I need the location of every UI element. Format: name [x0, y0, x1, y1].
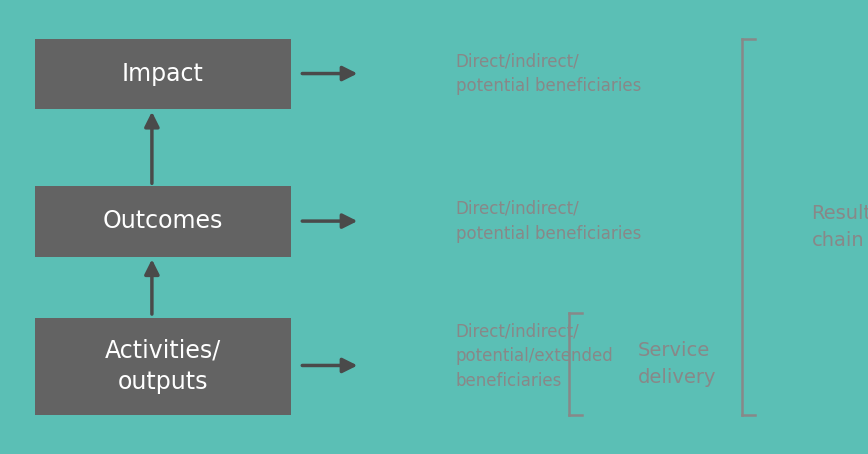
- FancyBboxPatch shape: [35, 39, 291, 109]
- Text: Activities/
outputs: Activities/ outputs: [105, 339, 220, 395]
- Text: Direct/indirect/
potential beneficiaries: Direct/indirect/ potential beneficiaries: [456, 200, 641, 242]
- FancyBboxPatch shape: [35, 318, 291, 415]
- Text: Direct/indirect/
potential beneficiaries: Direct/indirect/ potential beneficiaries: [456, 52, 641, 95]
- Text: Outcomes: Outcomes: [102, 209, 223, 233]
- Text: Direct/indirect/
potential/extended
beneficiaries: Direct/indirect/ potential/extended bene…: [456, 322, 614, 390]
- Text: Service
delivery: Service delivery: [638, 341, 716, 387]
- Text: Impact: Impact: [122, 62, 204, 86]
- Text: Results
chain: Results chain: [812, 204, 868, 250]
- FancyBboxPatch shape: [35, 186, 291, 257]
